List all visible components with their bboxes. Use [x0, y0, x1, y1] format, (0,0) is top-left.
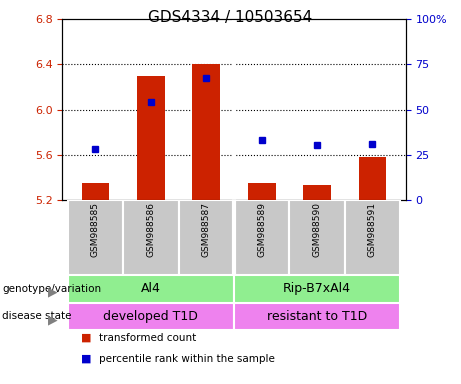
Text: percentile rank within the sample: percentile rank within the sample — [99, 354, 275, 364]
Bar — [192, 65, 220, 200]
Bar — [234, 200, 290, 275]
Text: ▶: ▶ — [48, 313, 58, 326]
Bar — [290, 200, 345, 275]
Text: GDS4334 / 10503654: GDS4334 / 10503654 — [148, 10, 313, 25]
Text: genotype/variation: genotype/variation — [2, 284, 101, 294]
Text: GSM988589: GSM988589 — [257, 202, 266, 257]
Text: Al4: Al4 — [141, 282, 161, 295]
Bar — [345, 200, 400, 275]
Bar — [68, 200, 123, 275]
Text: Rip-B7xAl4: Rip-B7xAl4 — [283, 282, 351, 295]
Text: GSM988590: GSM988590 — [313, 202, 322, 257]
Bar — [234, 275, 400, 303]
Text: GSM988585: GSM988585 — [91, 202, 100, 257]
Text: GSM988587: GSM988587 — [202, 202, 211, 257]
Text: GSM988591: GSM988591 — [368, 202, 377, 257]
Bar — [234, 303, 400, 330]
Bar — [359, 157, 386, 200]
Text: ■: ■ — [81, 354, 91, 364]
Bar — [68, 303, 234, 330]
Bar — [178, 200, 234, 275]
Bar — [123, 200, 178, 275]
Text: resistant to T1D: resistant to T1D — [267, 310, 367, 323]
Text: transformed count: transformed count — [99, 333, 196, 343]
Bar — [82, 183, 109, 200]
Text: ▶: ▶ — [48, 285, 58, 298]
Bar — [68, 275, 234, 303]
Bar — [248, 183, 276, 200]
Text: ■: ■ — [81, 333, 91, 343]
Text: disease state: disease state — [2, 311, 72, 321]
Bar — [137, 76, 165, 200]
Bar — [303, 185, 331, 200]
Text: GSM988586: GSM988586 — [146, 202, 155, 257]
Text: developed T1D: developed T1D — [103, 310, 198, 323]
